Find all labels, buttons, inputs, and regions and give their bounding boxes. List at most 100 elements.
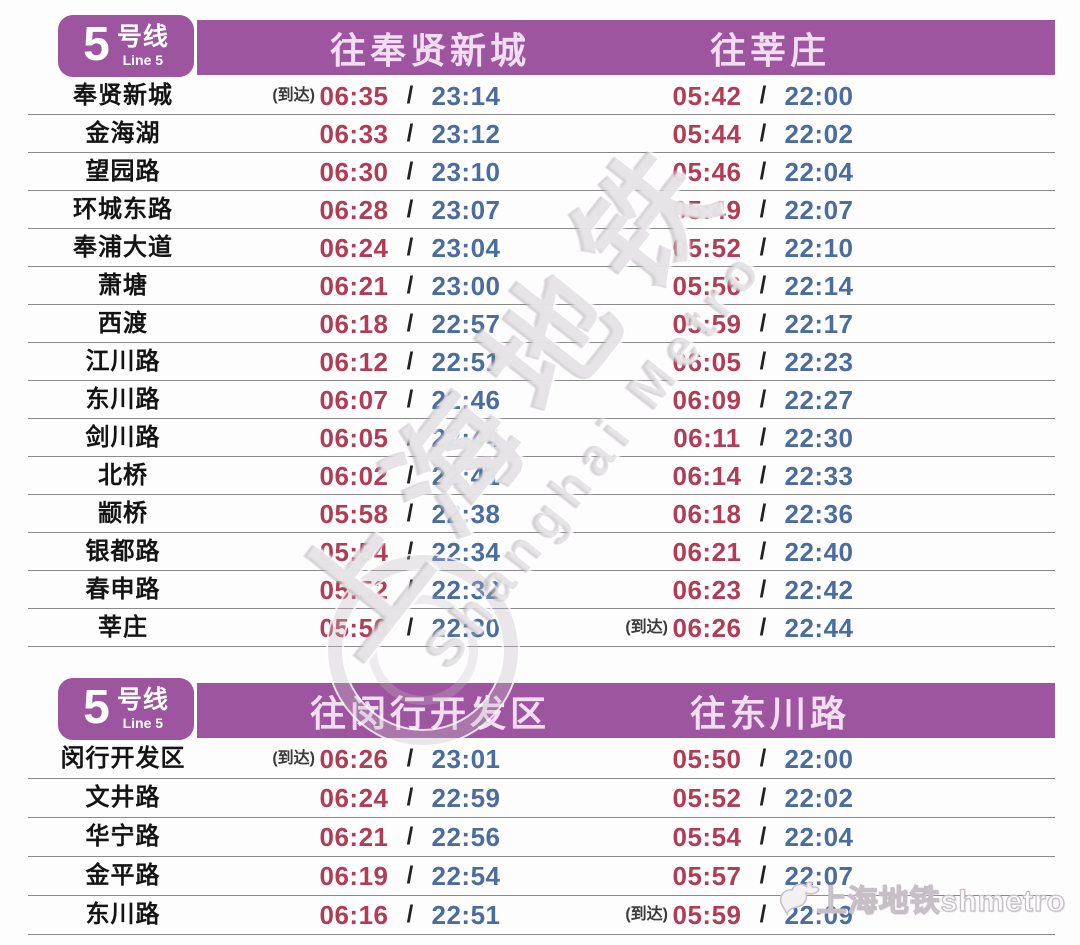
station-name: 闵行开发区: [60, 745, 186, 772]
time-separator: /: [406, 309, 414, 337]
last-train-time: 22:46: [431, 384, 501, 415]
last-train-time: 22:54: [431, 861, 501, 891]
time-separator: /: [759, 81, 767, 109]
table-row: 望园路 06:30 / 23:10 05:46 / 22:04: [28, 153, 1055, 191]
first-train-time: 05:50: [672, 744, 742, 774]
last-train-time: 22:41: [431, 460, 501, 491]
table-row: 北桥 06:02 / 22:41 06:14 / 22:33: [28, 457, 1055, 495]
table-row: 环城东路 06:28 / 23:07 05:49 / 22:07: [28, 191, 1055, 229]
time-separator: /: [406, 862, 414, 889]
station-name: 春申路: [85, 575, 161, 603]
time-separator: /: [759, 823, 767, 850]
first-train-time: 06:26: [672, 612, 742, 643]
last-train-time: 22:36: [784, 498, 854, 529]
time-separator: /: [406, 195, 414, 223]
time-separator: /: [759, 862, 767, 889]
last-train-time: 23:00: [431, 270, 501, 301]
time-separator: /: [759, 784, 767, 811]
station-name: 西渡: [98, 309, 148, 337]
last-train-time: 22:02: [784, 118, 854, 149]
table-row: 金平路 06:19 / 22:54 05:57 / 22:07: [28, 857, 1055, 896]
last-train-time: 23:04: [431, 232, 501, 263]
station-name: 东川路: [85, 385, 161, 413]
first-train-time: 05:57: [672, 861, 742, 891]
station-rows: 奉贤新城 (到达) 06:35/23:14 05:42/22:00 金海湖 06:33/2…: [28, 77, 1055, 647]
table-row: 金海湖 06:33 / 23:12 05:44 / 22:02: [28, 115, 1055, 153]
first-train-time: 06:30: [319, 156, 389, 187]
time-separator: /: [406, 461, 414, 489]
first-train-time: 05:46: [672, 156, 742, 187]
first-train-time: 05:58: [319, 498, 389, 529]
last-train-time: 22:09: [784, 900, 854, 930]
first-train-time: 06:21: [319, 270, 389, 301]
table-row: 萧塘 06:21 / 23:00 05:56 / 22:14: [28, 267, 1055, 305]
line-5-badge: 5 号线 Line 5: [58, 678, 194, 740]
first-train-time: 05:54: [319, 536, 389, 567]
first-train-time: 06:24: [319, 232, 389, 263]
station-name: 华宁路: [85, 823, 161, 850]
station-name: 奉浦大道: [73, 233, 173, 261]
time-separator: /: [406, 119, 414, 147]
first-train-time: 05:44: [672, 118, 742, 149]
last-train-time: 22:00: [784, 80, 854, 111]
last-train-time: 22:40: [784, 536, 854, 567]
time-separator: /: [759, 233, 767, 261]
time-separator: /: [759, 423, 767, 451]
time-separator: /: [406, 823, 414, 850]
last-train-time: 22:30: [431, 612, 501, 643]
arrive-label: (到达): [625, 618, 668, 636]
direction-bar: 往闵行开发区 往东川路: [197, 683, 1055, 738]
table-header: 5 号线 Line 5 往奉贤新城 往莘庄: [28, 15, 1055, 77]
time-separator: /: [759, 745, 767, 772]
first-train-time: 06:09: [672, 384, 742, 415]
station-name: 北桥: [98, 461, 148, 489]
arrive-label: (到达): [272, 86, 315, 104]
time-separator: /: [406, 157, 414, 185]
first-train-time: 06:18: [672, 498, 742, 529]
station-name: 颛桥: [98, 499, 148, 527]
first-train-time: 06:35: [319, 80, 389, 111]
time-separator: /: [759, 499, 767, 527]
time-separator: /: [759, 119, 767, 147]
last-train-time: 23:14: [431, 80, 501, 111]
direction-left-header: 往奉贤新城: [329, 29, 531, 71]
table-row: 东川路 06:07 / 22:46 06:09 / 22:27: [28, 381, 1055, 419]
time-separator: /: [406, 499, 414, 527]
time-separator: /: [406, 613, 414, 641]
last-train-time: 22:04: [784, 822, 854, 852]
last-train-time: 22:23: [784, 346, 854, 377]
first-train-time: 05:49: [672, 194, 742, 225]
table-row: 莘庄 05:50 / 22:30 (到达) 06:26 / 22:44: [28, 609, 1055, 647]
last-train-time: 22:07: [784, 194, 854, 225]
first-train-time: 06:18: [319, 308, 389, 339]
line-name-en: Line 5: [122, 52, 164, 68]
direction-left-header: 往闵行开发区: [309, 692, 551, 734]
first-train-time: 06:12: [319, 346, 389, 377]
last-train-time: 22:02: [784, 783, 854, 813]
first-train-time: 05:52: [672, 783, 742, 813]
table-row: 剑川路 06:05 / 22:44 06:11 / 22:30: [28, 419, 1055, 457]
first-train-time: 05:42: [672, 80, 742, 111]
last-train-time: 22:59: [431, 783, 501, 813]
station-name: 银都路: [85, 537, 161, 565]
direction-right-header: 往莘庄: [709, 29, 831, 71]
time-separator: /: [759, 613, 767, 641]
last-train-time: 22:04: [784, 156, 854, 187]
last-train-time: 22:33: [784, 460, 854, 491]
table-header: 5 号线 Line 5 往闵行开发区 往东川路: [28, 678, 1055, 740]
table-row: 东川路 06:16 / 22:51 (到达) 05:59 / 22:09: [28, 896, 1055, 935]
time-separator: /: [406, 347, 414, 375]
time-separator: /: [759, 575, 767, 603]
station-name: 东川路: [85, 901, 161, 928]
first-train-time: 06:23: [672, 574, 742, 605]
station-name: 萧塘: [98, 271, 148, 299]
station-name: 莘庄: [98, 613, 148, 641]
first-train-time: 06:33: [319, 118, 389, 149]
last-train-time: 23:10: [431, 156, 501, 187]
table-row: 颛桥 05:58 / 22:38 06:18 / 22:36: [28, 495, 1055, 533]
table-row: 文井路 06:24 / 22:59 05:52 / 22:02: [28, 779, 1055, 818]
last-train-time: 22:51: [431, 346, 501, 377]
table-row: 江川路 06:12 / 22:51 06:05 / 22:23: [28, 343, 1055, 381]
first-train-time: 06:05: [672, 346, 742, 377]
last-train-time: 22:44: [431, 422, 501, 453]
